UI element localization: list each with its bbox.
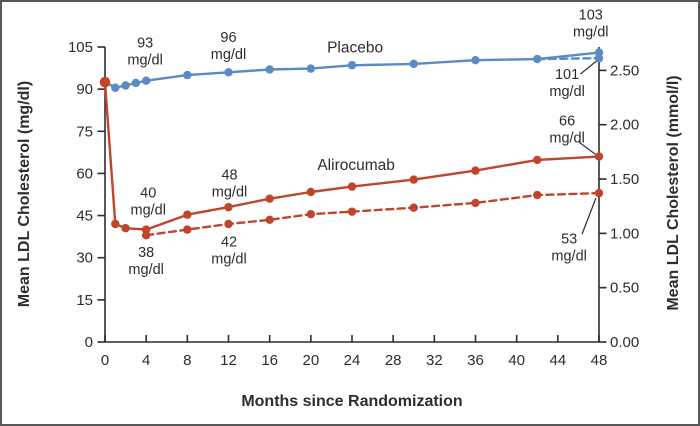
alirocumab-solid-point bbox=[533, 155, 542, 165]
annotation-text: Alirocumab bbox=[317, 157, 395, 174]
y-tick-label-left: 30 bbox=[76, 250, 93, 267]
placebo-solid-point bbox=[347, 61, 357, 70]
y-tick-label-left: 45 bbox=[76, 208, 93, 225]
alirocumab-solid-point bbox=[183, 210, 192, 219]
x-tick-label: 48 bbox=[591, 352, 608, 369]
annotation-text: 93 bbox=[137, 36, 153, 52]
y-axis-label-left: Mean LDL Cholesterol (mg/dl) bbox=[16, 81, 33, 307]
alirocumab-dashed-point bbox=[265, 215, 274, 224]
alirocumab-solid-point bbox=[111, 219, 120, 229]
annotation-text: mg/dl bbox=[551, 249, 586, 265]
alirocumab-dashed-point bbox=[533, 190, 542, 200]
x-axis-label: Months since Randomization bbox=[241, 393, 462, 410]
annotation-text: mg/dl bbox=[127, 53, 162, 69]
placebo-solid-point bbox=[409, 59, 418, 69]
alirocumab-dashed-point bbox=[594, 188, 604, 198]
y-tick-label-right: 0.50 bbox=[610, 280, 639, 297]
placebo-solid-point bbox=[131, 78, 141, 88]
alirocumab-solid-point bbox=[347, 182, 357, 191]
alirocumab-dashed-point bbox=[347, 207, 357, 216]
annotation-text: 40 bbox=[140, 185, 156, 201]
y-tick-label-left: 90 bbox=[76, 81, 93, 98]
placebo-solid-point bbox=[121, 81, 130, 90]
annotation-text: 53 bbox=[561, 232, 577, 248]
x-tick-label: 44 bbox=[549, 352, 566, 369]
x-tick-label: 8 bbox=[183, 352, 191, 369]
annotation-text: mg/dl bbox=[211, 252, 246, 268]
annotation-text: mg/dl bbox=[128, 262, 163, 278]
annotation-text: Placebo bbox=[327, 40, 383, 57]
alirocumab-solid-point bbox=[224, 202, 233, 212]
annotation-leader-line bbox=[580, 60, 597, 75]
alirocumab-dashed-line bbox=[145, 191, 601, 237]
annotation-text: 101 bbox=[555, 67, 579, 83]
y-tick-label-left: 0 bbox=[85, 334, 93, 351]
placebo-solid-line bbox=[103, 51, 601, 89]
x-tick-label: 12 bbox=[220, 352, 237, 369]
alirocumab-dashed-point bbox=[183, 225, 192, 234]
annotation-text: mg/dl bbox=[549, 131, 584, 147]
annotation-text: mg/dl bbox=[573, 25, 608, 41]
x-tick-label: 16 bbox=[261, 352, 278, 369]
placebo-solid-point bbox=[183, 70, 192, 80]
annotation-text: 103 bbox=[579, 8, 603, 24]
x-tick-label: 40 bbox=[508, 352, 525, 369]
annotation-text: 96 bbox=[220, 30, 236, 46]
alirocumab-solid-point bbox=[306, 187, 316, 197]
placebo-solid-point bbox=[471, 56, 480, 65]
y-tick-label-left: 75 bbox=[76, 123, 93, 140]
x-tick-label: 28 bbox=[385, 352, 402, 369]
placebo-solid-point bbox=[265, 65, 274, 74]
alirocumab-solid-point bbox=[471, 166, 480, 175]
annotation-leader-line bbox=[581, 197, 597, 235]
placebo-dashed-line bbox=[536, 57, 601, 61]
alirocumab-solid-point bbox=[409, 175, 418, 184]
y-tick-label-right: 0.00 bbox=[610, 334, 639, 351]
annotation-text: 66 bbox=[559, 114, 575, 130]
placebo-solid-point bbox=[111, 83, 120, 92]
y-tick-label-right: 2.50 bbox=[610, 62, 639, 79]
annotation-text: 42 bbox=[221, 235, 237, 251]
annotation-text: mg/dl bbox=[549, 84, 584, 100]
chart-generated-content: 0 15 30 45 60 75 90 105 0.00 0.50 1.00 1.50 2.00 2.50… bbox=[68, 8, 639, 369]
y-tick-label-left: 60 bbox=[76, 165, 93, 182]
alirocumab-dashed-point bbox=[471, 198, 480, 208]
placebo-dashed-point bbox=[594, 54, 604, 63]
x-tick-label: 0 bbox=[101, 352, 109, 369]
alirocumab-dashed-point bbox=[306, 209, 316, 219]
placebo-solid-point bbox=[141, 76, 151, 85]
annotation-text: mg/dl bbox=[211, 47, 246, 63]
y-tick-label-right: 1.50 bbox=[610, 171, 639, 188]
alirocumab-solid-point bbox=[265, 194, 274, 203]
annotation-text: 48 bbox=[221, 167, 237, 183]
alirocumab-dashed-point bbox=[409, 203, 418, 212]
alirocumab-solid-point bbox=[594, 152, 604, 161]
annotation-text: mg/dl bbox=[212, 184, 247, 200]
placebo-solid-point bbox=[306, 64, 316, 73]
y-tick-label-left: 105 bbox=[68, 39, 93, 56]
alirocumab-dashed-point bbox=[141, 231, 151, 240]
x-tick-label: 32 bbox=[426, 352, 443, 369]
alirocumab-solid-point bbox=[99, 76, 111, 88]
annotation-leader-line bbox=[578, 141, 596, 155]
y-tick-label-left: 15 bbox=[76, 292, 93, 309]
annotation-text: mg/dl bbox=[130, 202, 165, 218]
x-tick-label: 24 bbox=[344, 352, 361, 369]
placebo-solid-point bbox=[224, 68, 233, 77]
y-axis-label-right: Mean LDL Cholesterol (mmol/l) bbox=[665, 75, 682, 310]
y-tick-label-right: 1.00 bbox=[610, 225, 639, 242]
y-tick-label-right: 2.00 bbox=[610, 117, 639, 134]
x-tick-label: 20 bbox=[302, 352, 319, 369]
x-tick-label: 4 bbox=[142, 352, 150, 369]
annotation-text: 38 bbox=[138, 245, 154, 261]
x-tick-label: 36 bbox=[467, 352, 484, 369]
alirocumab-dashed-point bbox=[224, 219, 233, 229]
alirocumab-solid-point bbox=[121, 224, 130, 233]
